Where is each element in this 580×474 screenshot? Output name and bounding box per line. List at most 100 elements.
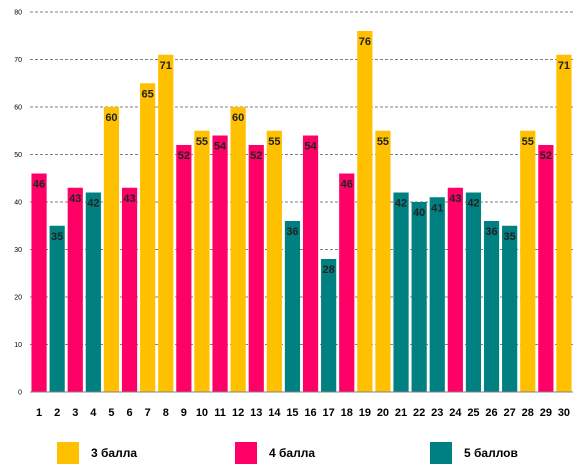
x-tick-label: 4 xyxy=(90,407,97,419)
legend-item-3: 3 балла xyxy=(57,440,137,466)
legend-swatch-3 xyxy=(57,442,79,464)
bar xyxy=(393,192,409,392)
legend-item-5: 5 баллов xyxy=(430,440,518,466)
data-label: 42 xyxy=(395,198,407,210)
x-tick-label: 12 xyxy=(232,407,244,419)
bar xyxy=(176,145,192,392)
legend-item-4: 4 балла xyxy=(235,440,315,466)
x-tick-label: 25 xyxy=(467,407,479,419)
legend-swatch-5 xyxy=(430,442,452,464)
data-label: 28 xyxy=(323,264,335,276)
data-label: 36 xyxy=(286,226,298,238)
x-tick-label: 19 xyxy=(359,407,371,419)
data-label: 71 xyxy=(160,60,172,72)
bar xyxy=(194,130,210,392)
bar xyxy=(556,54,572,392)
y-tick-label: 20 xyxy=(14,295,22,302)
x-tick-label: 16 xyxy=(304,407,316,419)
bar xyxy=(230,107,246,392)
x-tick-label: 2 xyxy=(54,407,60,419)
x-tick-label: 23 xyxy=(431,407,443,419)
bar xyxy=(284,221,301,392)
x-tick-label: 20 xyxy=(377,407,389,419)
data-label: 76 xyxy=(359,36,371,48)
x-tick-label: 24 xyxy=(449,407,462,419)
data-label: 60 xyxy=(232,112,244,124)
bar xyxy=(158,54,174,392)
bar xyxy=(411,202,427,392)
data-label: 55 xyxy=(377,136,389,148)
x-axis-ticks: 1 2 3 4 5 6 7 8 9 10 11 12 13 14 15 16 17 18 19 20 21 22 23 24 2… xyxy=(36,407,570,419)
data-label: 35 xyxy=(51,231,63,243)
y-tick-label: 40 xyxy=(14,200,22,207)
data-label: 54 xyxy=(214,141,227,153)
x-tick-label: 26 xyxy=(485,407,497,419)
legend-label-4: 4 балла xyxy=(269,446,316,460)
x-tick-label: 14 xyxy=(268,407,281,419)
bar xyxy=(483,221,500,392)
x-tick-label: 18 xyxy=(341,407,353,419)
x-tick-label: 6 xyxy=(126,407,132,419)
x-tick-label: 30 xyxy=(558,407,570,419)
data-label: 60 xyxy=(105,112,117,124)
y-tick-label: 50 xyxy=(14,152,22,159)
bar xyxy=(49,225,65,392)
bar xyxy=(266,130,282,392)
bar xyxy=(502,225,518,392)
data-labels: 46 35 43 42 60 43 65 71 52 55 54 60 52 55 36 54 28 46 76 55… xyxy=(33,36,570,276)
data-label: 43 xyxy=(69,193,81,205)
y-tick-label: 60 xyxy=(14,105,22,112)
y-tick-label: 0 xyxy=(18,390,22,397)
bar xyxy=(357,31,373,392)
bar xyxy=(67,187,83,392)
data-label: 42 xyxy=(467,198,479,210)
x-tick-label: 28 xyxy=(522,407,534,419)
data-label: 35 xyxy=(504,231,516,243)
bar xyxy=(429,197,445,392)
bar xyxy=(321,259,337,392)
x-tick-label: 15 xyxy=(286,407,298,419)
bar xyxy=(447,187,463,392)
x-tick-label: 7 xyxy=(145,407,151,419)
x-tick-label: 11 xyxy=(214,407,226,419)
data-label: 46 xyxy=(33,179,45,191)
data-label: 43 xyxy=(449,193,461,205)
data-label: 43 xyxy=(123,193,135,205)
bar xyxy=(520,130,536,392)
data-label: 71 xyxy=(558,60,570,72)
legend-label-3: 3 балла xyxy=(91,446,138,460)
x-tick-label: 5 xyxy=(108,407,114,419)
x-tick-label: 3 xyxy=(72,407,78,419)
data-label: 55 xyxy=(196,136,208,148)
bar xyxy=(121,187,138,392)
bar xyxy=(248,145,264,392)
data-label: 52 xyxy=(250,150,262,162)
x-tick-label: 1 xyxy=(36,407,42,419)
legend-swatch-4 xyxy=(235,442,257,464)
x-tick-label: 29 xyxy=(540,407,552,419)
bar xyxy=(85,192,101,392)
data-label: 55 xyxy=(522,136,534,148)
data-label: 36 xyxy=(485,226,497,238)
bar xyxy=(375,130,391,392)
y-tick-label: 10 xyxy=(14,342,22,349)
data-label: 42 xyxy=(87,198,99,210)
bar xyxy=(465,192,482,392)
x-tick-label: 17 xyxy=(323,407,335,419)
data-label: 46 xyxy=(341,179,353,191)
x-tick-label: 27 xyxy=(504,407,516,419)
x-tick-label: 13 xyxy=(250,407,262,419)
x-tick-label: 9 xyxy=(181,407,187,419)
bar xyxy=(302,135,319,392)
bar xyxy=(31,173,47,392)
x-tick-label: 10 xyxy=(196,407,208,419)
bar xyxy=(538,145,554,392)
bar xyxy=(140,83,156,392)
x-tick-label: 21 xyxy=(395,407,407,419)
bars xyxy=(31,31,572,392)
data-label: 40 xyxy=(413,207,425,219)
data-label: 54 xyxy=(304,141,317,153)
data-label: 52 xyxy=(178,150,190,162)
y-tick-label: 80 xyxy=(14,10,22,17)
y-tick-label: 30 xyxy=(14,247,22,254)
